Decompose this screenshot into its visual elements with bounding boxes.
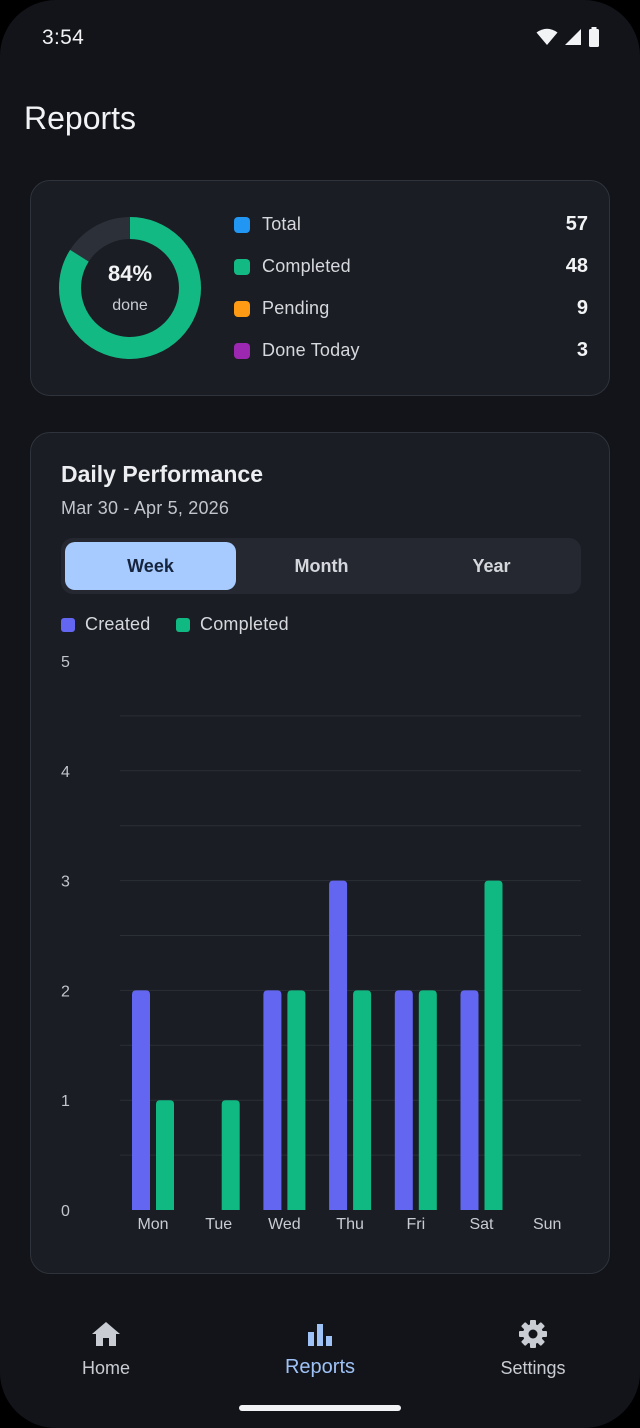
bar-completed-wed (287, 990, 306, 1210)
legend-label: Created (85, 614, 151, 634)
daily-bar-chart: 0 1 2 3 4 5 Mon Tue Wed Thu Fri Sat Sun (61, 654, 581, 1233)
summary-label: Pending (262, 298, 330, 318)
summary-row-done-today: Done Today 3 (234, 336, 588, 366)
nav-reports[interactable]: Reports (240, 1316, 400, 1396)
bar-completed-thu (353, 990, 372, 1210)
nav-home[interactable]: Home (26, 1316, 186, 1396)
nav-label: Reports (284, 1356, 356, 1378)
y-tick-label: 4 (61, 764, 70, 781)
summary-value: 48 (565, 255, 588, 277)
status-bar: 3:54 (0, 0, 640, 80)
y-tick-label: 5 (61, 654, 70, 671)
tab-month[interactable]: Month (294, 555, 349, 576)
summary-label: Done Today (262, 340, 360, 360)
completion-caption: done (112, 297, 148, 314)
bar-completed-tue (221, 1100, 240, 1210)
status-icons (536, 27, 600, 47)
tab-year[interactable]: Year (472, 555, 511, 576)
bar-created-wed (263, 990, 282, 1210)
summary-row-pending: Pending 9 (234, 294, 588, 324)
bar-created-mon (132, 990, 150, 1210)
x-tick-label: Thu (336, 1216, 364, 1233)
summary-label: Total (262, 214, 302, 234)
bar-created-sat (460, 990, 479, 1210)
donut-progress-arc (59, 217, 201, 359)
battery-icon (589, 27, 599, 47)
created-color-swatch (61, 618, 75, 632)
summary-value: 3 (576, 339, 588, 361)
y-tick-label: 0 (61, 1203, 70, 1220)
pending-color-dot (234, 301, 250, 317)
nav-label: Home (81, 1358, 130, 1378)
gear-icon (519, 1320, 547, 1348)
summary-row-total: Total 57 (234, 210, 588, 240)
bar-completed-mon (156, 1100, 174, 1210)
x-tick-label: Wed (268, 1216, 301, 1233)
nav-label: Settings (500, 1358, 566, 1378)
performance-date-range: Mar 30 - Apr 5, 2026 (61, 498, 230, 518)
home-icon (92, 1322, 120, 1346)
summary-value: 57 (565, 213, 588, 235)
y-tick-label: 3 (61, 874, 70, 891)
page-title: Reports (24, 100, 137, 136)
cellular-signal-icon (565, 29, 581, 45)
legend-label: Completed (200, 614, 289, 634)
performance-title: Daily Performance (61, 461, 263, 487)
bar-created-fri (394, 990, 413, 1210)
summary-row-completed: Completed 48 (234, 252, 588, 282)
daily-performance-card: Daily Performance Mar 30 - Apr 5, 2026 W… (30, 432, 610, 1274)
period-selector: Week Month Year (61, 538, 581, 594)
done-today-color-dot (234, 343, 250, 359)
x-tick-label: Mon (137, 1216, 168, 1233)
bar-completed-sat (484, 880, 503, 1210)
nav-settings[interactable]: Settings (453, 1316, 613, 1396)
summary-card: 84% done Total 57 Completed 48 Pending 9… (30, 180, 610, 396)
tab-week[interactable]: Week (65, 542, 236, 590)
wifi-icon (536, 28, 558, 45)
bar-completed-fri (418, 990, 437, 1210)
completed-color-swatch (176, 618, 190, 632)
x-tick-label: Sun (533, 1216, 561, 1233)
summary-value: 9 (576, 297, 588, 319)
completed-color-dot (234, 259, 250, 275)
bar-chart-icon (308, 1324, 332, 1346)
y-tick-label: 2 (61, 983, 70, 1000)
summary-label: Completed (262, 256, 351, 276)
completion-donut (59, 217, 201, 359)
bar-created-thu (329, 880, 348, 1210)
home-indicator (239, 1405, 401, 1411)
total-color-dot (234, 217, 250, 233)
x-tick-label: Tue (205, 1216, 232, 1233)
completion-percent: 84% (107, 261, 153, 286)
y-tick-label: 1 (61, 1093, 70, 1110)
x-tick-label: Sat (469, 1216, 494, 1233)
status-time: 3:54 (42, 26, 85, 49)
x-tick-label: Fri (406, 1216, 425, 1233)
